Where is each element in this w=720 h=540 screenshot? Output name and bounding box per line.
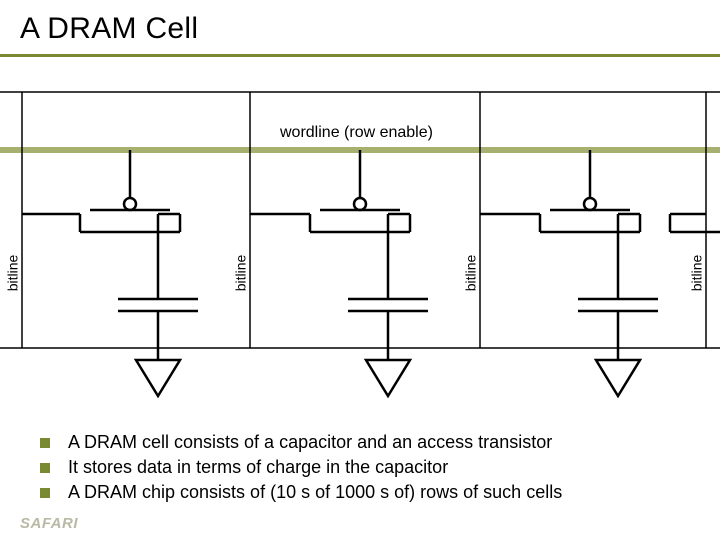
bullet-item: It stores data in terms of charge in the… — [40, 455, 690, 480]
wordline-label: wordline (row enable) — [280, 124, 433, 142]
title-underline — [0, 54, 720, 57]
bitline-label: bitline — [688, 255, 704, 292]
bullet-list: A DRAM cell consists of a capacitor and … — [40, 430, 690, 506]
slide-title: A DRAM Cell — [20, 12, 700, 46]
footer-logo: SAFARI — [20, 515, 78, 532]
bullet-item: A DRAM chip consists of (10 s of 1000 s … — [40, 480, 690, 505]
bitline-label: bitline — [4, 255, 20, 292]
bullet-item: A DRAM cell consists of a capacitor and … — [40, 430, 690, 455]
bitline-label: bitline — [232, 255, 248, 292]
bitline-label: bitline — [462, 255, 478, 292]
dram-cell-diagram: wordline (row enable) bitline bitline bitli… — [0, 80, 720, 410]
title-area: A DRAM Cell — [0, 0, 720, 50]
